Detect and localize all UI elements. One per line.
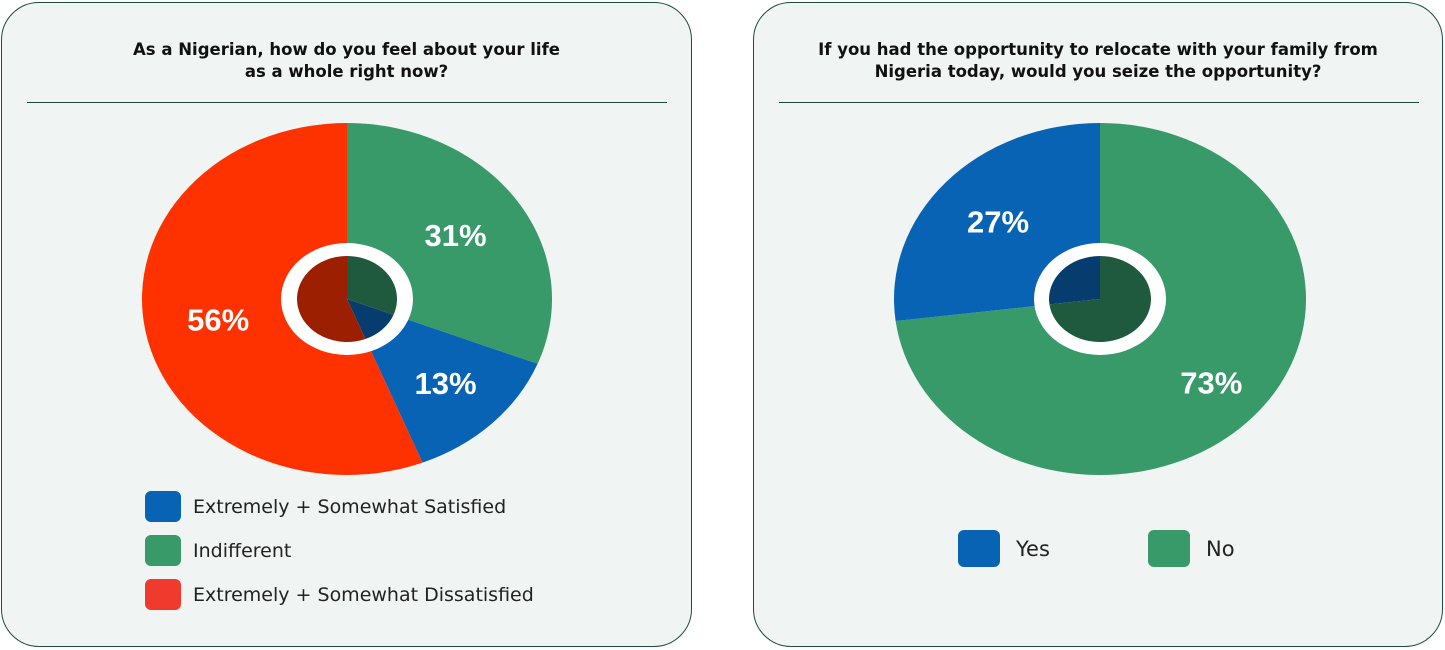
legend-item-dissatisfied: Extremely + Somewhat Dissatisfied: [145, 579, 534, 610]
chart-card-relocation: If you had the opportunity to relocate w…: [753, 2, 1443, 647]
chart-title: As a Nigerian, how do you feel about you…: [133, 40, 560, 81]
legend-label-indifferent: Indifferent: [193, 539, 292, 562]
legend-label-no: No: [1206, 536, 1235, 561]
legend-label-dissatisfied: Extremely + Somewhat Dissatisfied: [193, 583, 534, 606]
data-label-no: 73%: [1180, 365, 1242, 400]
legend-swatch-indifferent: [145, 535, 181, 566]
legend-label-yes: Yes: [1016, 536, 1050, 561]
title-divider: [27, 102, 667, 103]
legend-item-indifferent: Indifferent: [145, 535, 291, 566]
legend-swatch-dissatisfied: [145, 579, 181, 610]
title-divider: [779, 102, 1419, 103]
pie-slice-extremely-somewhat-satisfied: [347, 299, 538, 463]
data-label-extremely-somewhat-satisfied: 13%: [415, 366, 477, 401]
data-label-indifferent: 31%: [424, 218, 486, 253]
legend-swatch-yes: [958, 530, 1000, 567]
data-label-extremely-somewhat-dissatisfied: 56%: [187, 303, 249, 338]
pie-inner-slice-yes: [1049, 256, 1100, 305]
legend-swatch-satisfied: [145, 491, 181, 522]
pie-inner-slice-extremely-somewhat-dissatisfied: [296, 256, 366, 342]
chart-title: If you had the opportunity to relocate w…: [818, 40, 1378, 81]
pie-inner-slice-extremely-somewhat-satisfied: [347, 299, 394, 339]
pie-chart-relocation: 73% 27%: [894, 123, 1306, 476]
pie-inner-slice-indifferent: [347, 256, 397, 315]
legend-item-satisfied: Extremely + Somewhat Satisfied: [145, 491, 506, 522]
pie-chart-life-satisfaction: 31% 13% 56%: [142, 123, 552, 475]
legend-label-satisfied: Extremely + Somewhat Satisfied: [193, 495, 507, 518]
legend-swatch-no: [1148, 530, 1190, 567]
data-label-yes: 27%: [967, 205, 1029, 240]
legend-item-yes: Yes: [958, 530, 1050, 567]
pie-inner-slice-no: [1049, 256, 1151, 342]
chart-card-life-satisfaction: As a Nigerian, how do you feel about you…: [1, 2, 692, 647]
legend-item-no: No: [1148, 530, 1235, 567]
